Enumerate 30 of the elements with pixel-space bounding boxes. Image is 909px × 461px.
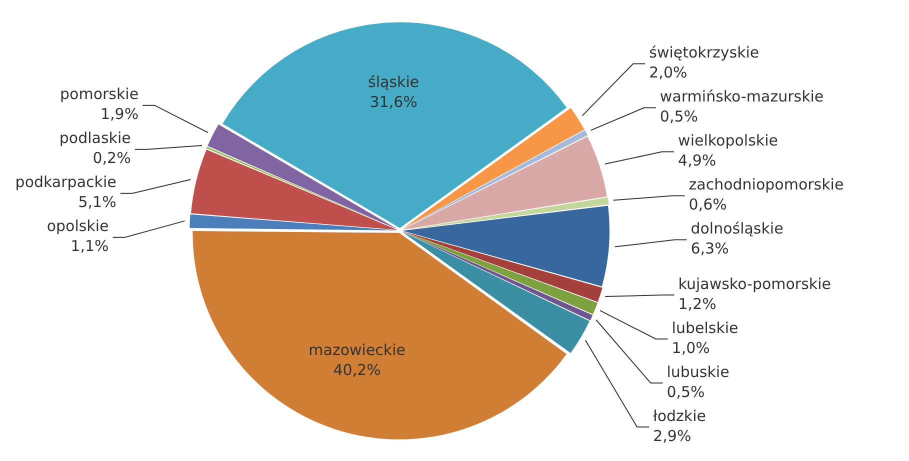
data-label: 2,0% (649, 64, 688, 82)
slice-label: śląskie (368, 73, 420, 92)
slice-label: warmińsko-mazurskie (660, 88, 824, 106)
data-label: 0,5% (660, 108, 698, 126)
data-label: 0,2% (92, 149, 131, 168)
data-label: 6,3% (690, 240, 729, 258)
data-label: 31,6% (370, 93, 418, 112)
data-label: 1,0% (672, 338, 710, 357)
data-label: 40,2% (333, 360, 381, 379)
data-label: 1,2% (678, 294, 716, 313)
data-label: 4,9% (678, 152, 716, 170)
data-label: 2,9% (653, 426, 692, 445)
data-label: 1,9% (100, 105, 139, 124)
slice-label: opolskie (46, 217, 109, 236)
slice-label: wielkopolskie (678, 132, 778, 150)
slice-label: mazowieckie (308, 340, 406, 359)
data-label: 0,6% (688, 196, 727, 214)
slice-label: zachodniopomorskie (688, 176, 844, 194)
slice-label: podlaskie (59, 129, 131, 148)
slice-label: łodzkie (653, 406, 706, 425)
slice-label: podkarpackie (15, 173, 116, 192)
slice-label: kujawsko-pomorskie (678, 274, 832, 293)
slice-label: dolnośląskie (690, 220, 784, 238)
slice-label: świętokrzyskie (649, 44, 760, 62)
slice-label: pomorskie (60, 85, 139, 104)
slice-label: lubelskie (672, 318, 738, 337)
data-label: 5,1% (78, 193, 116, 212)
data-label: 0,5% (666, 382, 705, 401)
slice-label: lubuskie (666, 362, 730, 381)
data-label: 1,1% (70, 237, 109, 256)
